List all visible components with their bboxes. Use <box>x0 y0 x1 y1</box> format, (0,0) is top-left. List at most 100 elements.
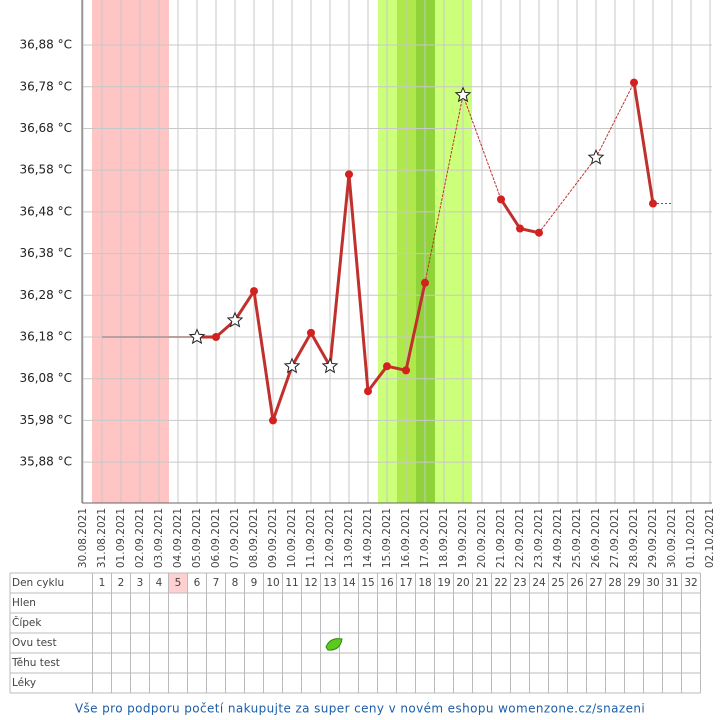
star-point <box>226 311 244 328</box>
y-tick-label: 36,68 °C <box>19 121 72 135</box>
x-tick-label: 13.09.2021 <box>343 508 355 568</box>
today-cell <box>168 573 187 593</box>
row-label: Ovu test <box>12 637 57 649</box>
day-number: 7 <box>213 577 220 589</box>
x-tick-label: 20.09.2021 <box>476 508 488 568</box>
x-tick-label: 01.09.2021 <box>115 508 127 568</box>
data-point <box>535 228 543 237</box>
day-number: 23 <box>513 577 526 589</box>
line-segment <box>404 281 427 372</box>
ovu-test-icon <box>325 638 343 651</box>
x-tick-label: 30.09.2021 <box>666 508 678 568</box>
x-tick-label: 25.09.2021 <box>571 508 583 568</box>
row-label: Den cyklu <box>12 577 64 589</box>
x-tick-label: 26.09.2021 <box>590 508 602 568</box>
data-point <box>212 333 220 342</box>
day-number: 16 <box>380 577 394 589</box>
y-tick-label: 36,28 °C <box>19 288 72 302</box>
y-tick-label: 35,98 °C <box>19 413 72 427</box>
x-tick-label: 04.09.2021 <box>172 508 184 568</box>
y-tick-label: 36,38 °C <box>19 246 72 260</box>
data-point <box>307 328 315 337</box>
x-tick-label: 23.09.2021 <box>533 508 545 568</box>
x-tick-label: 15.09.2021 <box>381 508 393 568</box>
line-segment <box>252 289 275 422</box>
x-tick-label: 28.09.2021 <box>628 508 640 568</box>
day-number: 4 <box>156 577 163 589</box>
x-tick-label: 02.09.2021 <box>134 508 146 568</box>
footer-link[interactable]: Vše pro podporu početí nakupujte za supe… <box>75 702 645 716</box>
menstruation-band <box>92 0 169 503</box>
x-tick-label: 18.09.2021 <box>438 508 450 568</box>
day-number: 22 <box>494 577 507 589</box>
day-number: 12 <box>304 577 317 589</box>
x-tick-label: 05.09.2021 <box>191 508 203 568</box>
x-tick-label: 02.10.2021 <box>704 508 716 568</box>
day-number: 8 <box>232 577 239 589</box>
line-segment <box>328 172 351 368</box>
star-point <box>321 357 339 374</box>
data-point <box>402 366 410 375</box>
data-point <box>649 199 657 208</box>
x-tick-label: 27.09.2021 <box>609 508 621 568</box>
gap-segment <box>462 94 502 200</box>
x-tick-label: 10.09.2021 <box>286 508 298 568</box>
data-point <box>421 278 429 287</box>
x-tick-label: 12.09.2021 <box>324 508 336 568</box>
data-point <box>269 416 277 425</box>
day-number: 21 <box>475 577 488 589</box>
gap-segment <box>424 94 464 284</box>
day-number: 31 <box>665 577 678 589</box>
y-tick-label: 36,08 °C <box>19 371 72 385</box>
line-segment <box>271 364 294 422</box>
day-number: 1 <box>99 577 106 589</box>
data-point <box>364 387 372 396</box>
data-point <box>383 362 391 371</box>
x-tick-label: 29.09.2021 <box>647 508 659 568</box>
day-number: 10 <box>266 577 279 589</box>
day-number: 17 <box>399 577 412 589</box>
star-point <box>587 148 605 165</box>
y-tick-label: 36,58 °C <box>19 163 72 177</box>
x-tick-label: 17.09.2021 <box>419 508 431 568</box>
row-label: Hlen <box>12 597 36 609</box>
x-tick-label: 31.08.2021 <box>96 508 108 568</box>
day-number: 29 <box>627 577 640 589</box>
day-number: 30 <box>646 577 659 589</box>
day-number: 2 <box>118 577 125 589</box>
day-number: 32 <box>684 577 697 589</box>
day-number: 15 <box>361 577 374 589</box>
y-tick-label: 35,88 °C <box>19 455 72 469</box>
day-number: 14 <box>342 577 356 589</box>
x-tick-label: 30.08.2021 <box>77 508 89 568</box>
x-tick-label: 08.09.2021 <box>248 508 260 568</box>
line-segment <box>366 364 389 393</box>
data-point <box>250 287 258 296</box>
line-segment <box>290 331 313 368</box>
line-segment <box>309 331 332 368</box>
line-segment <box>233 289 256 322</box>
x-tick-label: 06.09.2021 <box>210 508 222 568</box>
row-label: Čípek <box>12 616 42 629</box>
x-tick-label: 14.09.2021 <box>362 508 374 568</box>
day-number: 28 <box>608 577 621 589</box>
day-number: 19 <box>437 577 450 589</box>
y-tick-label: 36,18 °C <box>19 330 72 344</box>
x-tick-label: 07.09.2021 <box>229 508 241 568</box>
data-point <box>345 170 353 179</box>
day-number: 3 <box>137 577 144 589</box>
star-point <box>188 328 206 345</box>
day-number: 25 <box>551 577 564 589</box>
y-tick-label: 36,78 °C <box>19 79 72 93</box>
y-tick-label: 36,48 °C <box>19 204 72 218</box>
gap-segment <box>595 82 635 159</box>
day-number: 6 <box>194 577 201 589</box>
x-tick-label: 22.09.2021 <box>514 508 526 568</box>
data-point <box>516 224 524 233</box>
x-tick-label: 21.09.2021 <box>495 508 507 568</box>
day-number: 27 <box>589 577 602 589</box>
day-number: 24 <box>532 577 546 589</box>
x-tick-label: 16.09.2021 <box>400 508 412 568</box>
x-tick-label: 09.09.2021 <box>267 508 279 568</box>
